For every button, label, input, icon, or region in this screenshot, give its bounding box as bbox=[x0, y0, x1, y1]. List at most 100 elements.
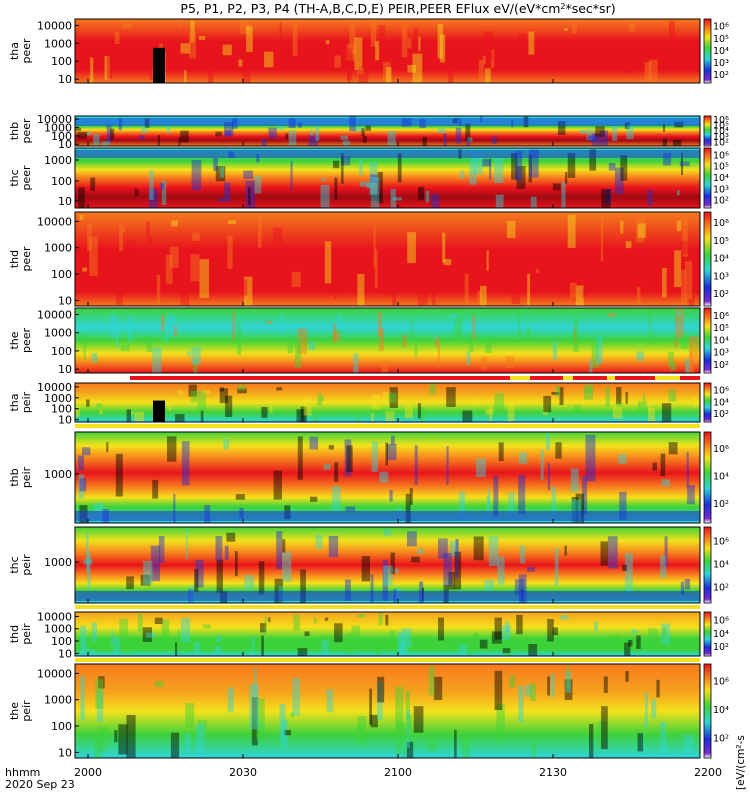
spectrogram-streak bbox=[345, 506, 356, 512]
spectrogram-streak bbox=[110, 316, 115, 326]
panel-label-tha-peer: thapeer bbox=[8, 38, 33, 64]
colorbar-tick-label: 10⁴ bbox=[713, 397, 729, 408]
colorbar-thd-peer: 10⁶ 10⁵ 10⁴ 10³ 10² bbox=[703, 211, 729, 307]
spectrogram-streak bbox=[385, 614, 389, 626]
colorbar-tick-label: 10⁵ bbox=[713, 236, 729, 247]
y-tick-label: 100 bbox=[51, 635, 72, 648]
spectrogram-streak bbox=[448, 571, 455, 590]
spectrogram-streak bbox=[175, 642, 178, 656]
colorbar-tick-label: 10² bbox=[713, 138, 729, 149]
spectrogram-streak bbox=[565, 172, 568, 184]
spectrogram-streak bbox=[529, 149, 539, 178]
spectrogram-streak bbox=[494, 157, 504, 183]
spectrogram-streak bbox=[437, 23, 444, 59]
spectrogram-streak bbox=[268, 617, 271, 622]
spectrogram-streak bbox=[497, 556, 505, 586]
spectrogram-streak bbox=[494, 393, 505, 412]
spectrogram-noise-band bbox=[75, 150, 700, 158]
spectrogram-streak bbox=[95, 678, 104, 709]
y-tick-label: 1000 bbox=[44, 327, 72, 340]
spectrogram-streak bbox=[184, 70, 187, 83]
spectrogram-streak bbox=[573, 327, 577, 345]
spectrogram-streak bbox=[531, 741, 537, 758]
y-tick-label: 100 bbox=[51, 403, 72, 416]
spectrogram-streak bbox=[379, 471, 389, 483]
spectrogram-streak bbox=[274, 578, 283, 603]
spectrogram-streak bbox=[685, 359, 690, 373]
spectrogram-streak bbox=[220, 167, 225, 178]
panel-frame bbox=[74, 526, 701, 604]
spectrogram-streak bbox=[159, 43, 163, 50]
spectrogram-streak bbox=[495, 194, 504, 208]
colorbar-thd-peir: 10⁶ 10⁴ 10² bbox=[703, 611, 729, 657]
spectrogram-streak bbox=[374, 249, 378, 289]
spectrogram-streak bbox=[679, 161, 690, 167]
colorbar-tick-label: 10² bbox=[713, 409, 729, 420]
spectrogram-streak bbox=[466, 351, 471, 366]
spectrogram-texture-the-peer bbox=[83, 308, 699, 373]
spectrogram-streak bbox=[237, 388, 247, 394]
spectrogram-noise-band bbox=[75, 591, 700, 601]
spectrogram-streak bbox=[552, 341, 558, 361]
spectrogram-streak bbox=[258, 212, 262, 248]
spectrogram-streak bbox=[625, 670, 629, 682]
spectrogram-streak bbox=[466, 139, 470, 146]
spectrogram-streak bbox=[266, 320, 273, 324]
spectrogram-streak bbox=[378, 25, 386, 37]
spectrogram-streak bbox=[484, 579, 494, 591]
spectrogram-streak bbox=[328, 535, 339, 558]
spectrogram-streak bbox=[359, 159, 363, 176]
spectrogram-streak bbox=[78, 187, 85, 208]
spectrogram-streak bbox=[197, 719, 207, 736]
spectrogram-streak bbox=[202, 390, 211, 394]
spectrogram-streak bbox=[284, 729, 291, 736]
spectrogram-streak bbox=[687, 485, 695, 505]
spectrogram-streak bbox=[448, 60, 454, 83]
spectrogram-streak bbox=[357, 614, 366, 618]
data-gap-block bbox=[153, 47, 165, 83]
spectrogram-streak bbox=[166, 123, 171, 134]
spectrogram-streak bbox=[555, 442, 562, 459]
spectrogram-streak bbox=[406, 741, 414, 758]
spectrogram-streak bbox=[564, 28, 568, 31]
spectrogram-streak bbox=[309, 436, 318, 450]
y-tick-label: 1000 bbox=[44, 121, 72, 134]
spectrogram-streak bbox=[644, 62, 652, 83]
spectrogram-streak bbox=[358, 67, 369, 83]
spectrogram-streak bbox=[433, 676, 443, 701]
spectrogram-streak bbox=[326, 689, 334, 713]
spectrogram-streak bbox=[542, 404, 548, 415]
spectrogram-streak bbox=[478, 59, 484, 83]
spectrogram-streak bbox=[126, 409, 131, 422]
spectrogram-streak bbox=[310, 496, 318, 502]
spectrogram-streak bbox=[282, 551, 292, 582]
spectrogram-streak bbox=[498, 442, 504, 461]
spectrogram-streak bbox=[384, 283, 388, 298]
spectrogram-streak bbox=[86, 533, 89, 572]
spectrogram-streak bbox=[134, 411, 144, 422]
spectrogram-streak bbox=[528, 154, 532, 183]
spectrogram-streak bbox=[488, 536, 499, 566]
spectrogram-streak bbox=[341, 153, 344, 184]
spectrogram-streak bbox=[164, 335, 169, 343]
y-tick-label: 10 bbox=[58, 294, 72, 307]
spectrogram-streak bbox=[406, 710, 410, 748]
status-strip-gap-3 bbox=[607, 376, 615, 380]
spectrogram-streak bbox=[418, 36, 421, 51]
panel-label-the-peir: thepeir bbox=[8, 700, 33, 722]
spectrogram-streak bbox=[161, 619, 170, 643]
y-tick-label: 1000 bbox=[44, 694, 72, 707]
spectrogram-streak bbox=[254, 667, 257, 698]
spectrogram-streak bbox=[78, 455, 84, 471]
spectrogram-streak bbox=[75, 406, 80, 417]
spectrogram-streak bbox=[128, 316, 133, 342]
spectrogram-streak bbox=[158, 536, 165, 563]
spectrogram-streak bbox=[123, 637, 132, 654]
spectrogram-streak bbox=[244, 575, 254, 590]
spectrogram-streak bbox=[543, 395, 552, 413]
spectrogram-streak bbox=[382, 391, 391, 404]
spectrogram-streak bbox=[333, 160, 340, 169]
spectrogram-streak bbox=[518, 33, 526, 49]
